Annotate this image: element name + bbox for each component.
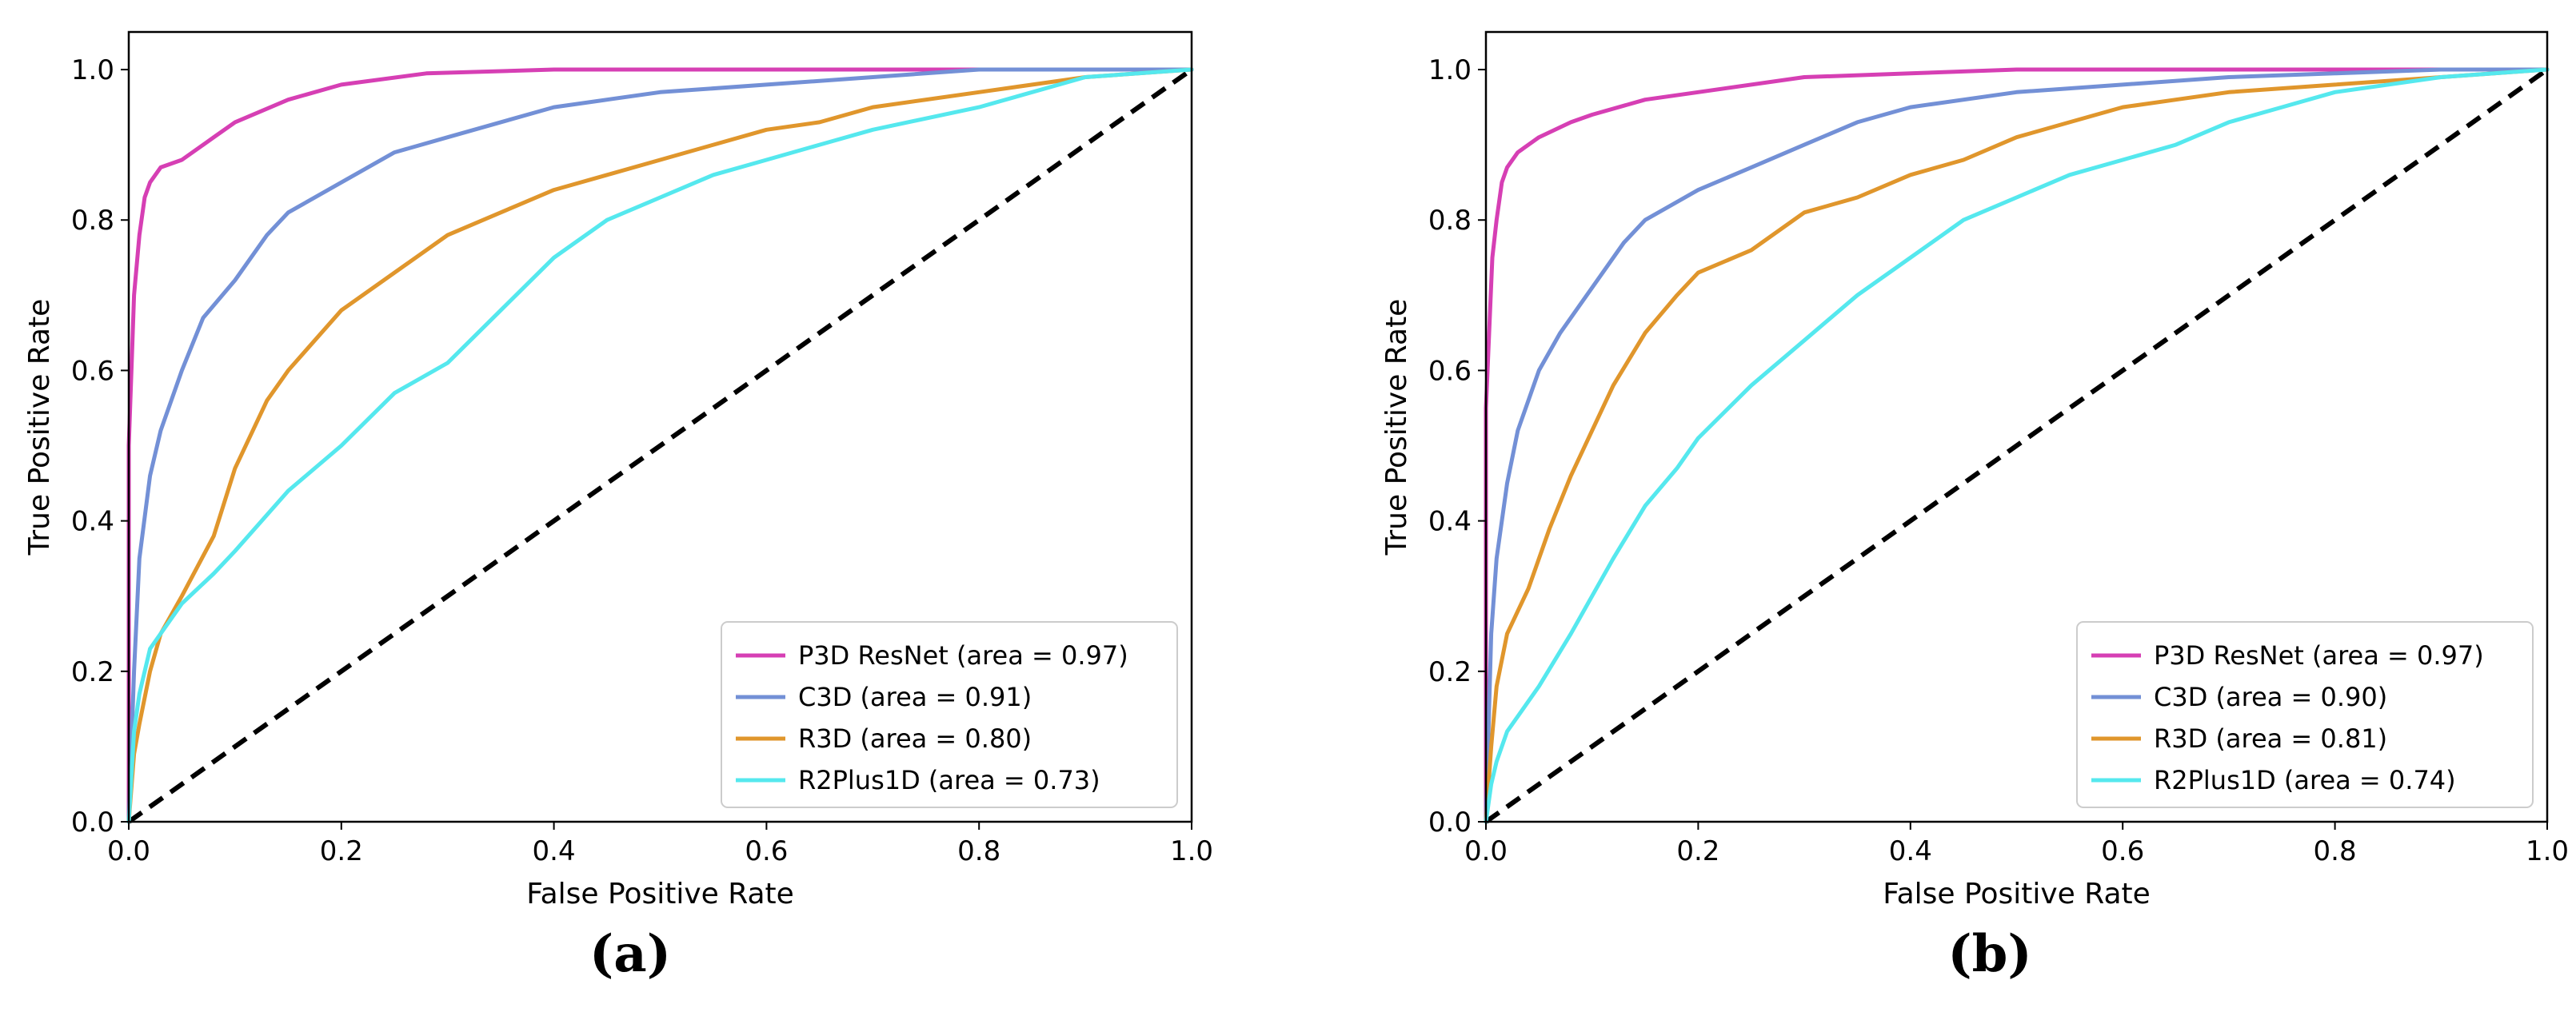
series-line-1 [126,67,1194,824]
x-axis-title: False Positive Rate [526,878,794,910]
legend-entry-0: P3D ResNet (area = 0.97) [2154,640,2484,671]
figure-caption: (b) [1947,924,2031,984]
legend-entry-2: R3D (area = 0.80) [798,723,1032,754]
x-tick-label: 0.2 [320,835,363,867]
y-tick-label: 0.4 [1428,506,1472,538]
x-tick-label: 0.4 [533,835,576,867]
x-tick-label: 0.0 [107,835,150,867]
x-tick-label: 0.0 [1464,835,1508,867]
plot-frame [1484,30,2549,823]
series-line-1 [1484,67,2550,824]
y-tick-label: 0.4 [71,506,114,538]
y-tick-label: 0.8 [71,205,114,237]
legend: P3D ResNet (area = 0.97) C3D (area = 0.91… [721,621,1178,808]
series-line-0 [126,67,1194,824]
x-tick-label: 0.6 [2101,835,2144,867]
y-tick-label: 1.0 [71,54,114,86]
series-line-0 [1484,67,2550,824]
legend-entry-2: R3D (area = 0.81) [2154,723,2387,754]
y-tick-label: 0.8 [1428,205,1472,237]
y-tick-label: 0.2 [1428,656,1472,688]
x-tick-label: 0.8 [2314,835,2357,867]
diagonal-reference-line [127,67,1193,824]
legend-box [721,621,1178,808]
series-line-2 [1484,67,2550,824]
legend-entry-1: C3D (area = 0.90) [2154,682,2387,712]
y-tick-label: 1.0 [1428,54,1472,86]
legend-entry-1: C3D (area = 0.91) [798,682,1032,712]
legend-box [2076,621,2534,808]
x-tick-label: 1.0 [1170,835,1213,867]
y-axis-title: True Positive Rate [23,299,56,556]
x-tick-label: 1.0 [2526,835,2569,867]
y-tick-label: 0.0 [71,807,114,839]
legend-entry-0: P3D ResNet (area = 0.97) [798,640,1128,671]
figure-caption: (a) [589,924,671,984]
y-axis-title: True Positive Rate [1380,299,1413,556]
series-line-3 [126,67,1194,824]
plot-frame [127,30,1193,823]
roc-chart-a: 0.0 0.2 0.4 0.6 0.8 1.0 0.0 0.2 0.4 0.6 0.8 1.0 Fals… [23,30,1213,984]
y-tick-label: 0.2 [71,656,114,688]
legend-entry-3: R2Plus1D (area = 0.73) [798,765,1100,795]
x-tick-label: 0.6 [745,835,788,867]
y-tick-label: 0.6 [1428,355,1472,387]
x-tick-label: 0.2 [1676,835,1719,867]
series-line-3 [1484,67,2550,824]
series-line-2 [126,67,1194,824]
x-axis-title: False Positive Rate [1883,878,2151,910]
legend-entry-3: R2Plus1D (area = 0.74) [2154,765,2456,795]
roc-chart-b: 0.0 0.2 0.4 0.6 0.8 1.0 0.0 0.2 0.4 0.6 0.8 1.0 Fals… [1380,30,2569,984]
y-tick-label: 0.0 [1428,807,1472,839]
legend: P3D ResNet (area = 0.97) C3D (area = 0.90… [2076,621,2534,808]
x-tick-label: 0.8 [957,835,1000,867]
diagonal-reference-line [1484,67,2549,824]
y-tick-label: 0.6 [71,355,114,387]
x-tick-label: 0.4 [1889,835,1932,867]
